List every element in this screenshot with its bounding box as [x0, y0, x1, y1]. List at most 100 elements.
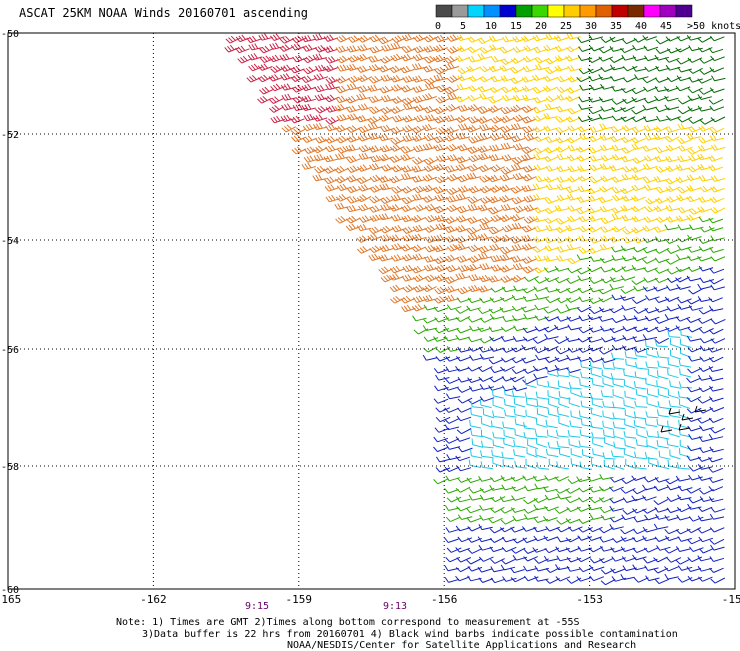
wind-barb [523, 133, 539, 141]
wind-barb [290, 43, 306, 51]
wind-barb [589, 286, 604, 293]
wind-barb [687, 326, 703, 333]
wind-barb [401, 196, 417, 205]
wind-barb [522, 265, 538, 274]
wind-barb [502, 459, 515, 469]
wind-barb [601, 369, 613, 380]
wind-barb [709, 513, 725, 520]
wind-barb [577, 356, 592, 362]
wind-barb [314, 165, 329, 174]
lat-tick-label: -52 [1, 130, 19, 141]
wind-barb [456, 355, 471, 362]
wind-barb [433, 256, 449, 265]
wind-barb [677, 206, 693, 214]
wind-barb [622, 98, 637, 104]
wind-barb [422, 65, 438, 73]
wind-barb [556, 165, 571, 173]
wind-barb [357, 134, 373, 142]
wind-barb [623, 369, 636, 378]
wind-barb [477, 233, 493, 241]
wind-barb [686, 132, 701, 140]
wind-barb [325, 105, 341, 113]
legend-swatch [483, 4, 501, 18]
wind-barb [657, 430, 670, 440]
wind-barb [356, 53, 372, 62]
wind-barb [468, 136, 483, 144]
wind-barb [467, 526, 482, 532]
wind-barb [610, 75, 625, 82]
wind-barb [623, 430, 637, 439]
wind-barb [589, 45, 605, 52]
wind-barb [358, 144, 374, 153]
wind-barb [521, 94, 537, 101]
wind-barb [224, 44, 239, 53]
wind-barb [514, 418, 527, 427]
lon-tick-label: -165 [0, 593, 21, 606]
wind-barb [697, 397, 713, 404]
wind-barb [675, 558, 691, 565]
wind-barb [291, 134, 306, 142]
wind-barb [378, 153, 394, 162]
wind-barb [523, 45, 539, 52]
wind-barb [303, 146, 319, 154]
wind-barb [534, 57, 550, 64]
wind-barb [291, 35, 307, 44]
wind-barb [279, 53, 295, 61]
wind-barb [590, 421, 603, 429]
wind-barb [554, 35, 569, 42]
wind-barb [622, 508, 638, 515]
wind-barb [576, 155, 592, 162]
wind-barb [664, 238, 680, 244]
wind-barb [380, 74, 396, 82]
wind-barb [708, 225, 724, 232]
wind-barb [665, 126, 680, 133]
wind-barb [446, 304, 462, 311]
wind-barb [666, 306, 682, 312]
wind-barb [544, 147, 560, 154]
wind-barb [534, 575, 549, 582]
wind-barb [467, 164, 483, 172]
wind-barb [389, 284, 405, 293]
wind-barb [632, 336, 647, 343]
wind-barb [378, 36, 393, 45]
wind-barb [543, 255, 558, 262]
wind-barb [598, 316, 613, 322]
wind-barb [400, 53, 416, 62]
wind-barb [664, 104, 680, 111]
wind-barb [533, 497, 549, 504]
wind-barb [631, 108, 646, 115]
wind-barb [620, 528, 635, 535]
wind-barb [446, 454, 461, 460]
wind-barb [612, 412, 626, 420]
wind-barb [545, 297, 561, 304]
wind-barb [644, 565, 659, 571]
wind-barb [547, 380, 560, 390]
wind-barb [648, 457, 660, 468]
wind-barb [314, 85, 329, 93]
wind-barb [611, 176, 627, 183]
wind-barb [325, 117, 341, 125]
wind-barb [688, 516, 704, 522]
wind-barb [708, 477, 724, 483]
legend-swatch [515, 4, 533, 18]
wind-barb [611, 186, 627, 194]
wind-barb [423, 336, 439, 342]
wind-barb [402, 75, 417, 83]
wind-barb [556, 461, 569, 470]
wind-barb [612, 194, 627, 202]
wind-barb [609, 517, 625, 523]
wind-barb [489, 506, 505, 513]
wind-barb [455, 235, 470, 244]
wind-barb [631, 166, 646, 173]
wind-barb [699, 425, 714, 432]
wind-barb [657, 360, 670, 369]
wind-barb [697, 94, 712, 100]
wind-barb [401, 214, 416, 223]
wind-barb [525, 398, 538, 408]
wind-barb [302, 135, 317, 143]
wind-barb [642, 104, 657, 111]
wind-barb [611, 144, 627, 152]
wind-barb [389, 234, 404, 242]
wind-barb [303, 66, 318, 75]
wind-barb [579, 461, 592, 470]
